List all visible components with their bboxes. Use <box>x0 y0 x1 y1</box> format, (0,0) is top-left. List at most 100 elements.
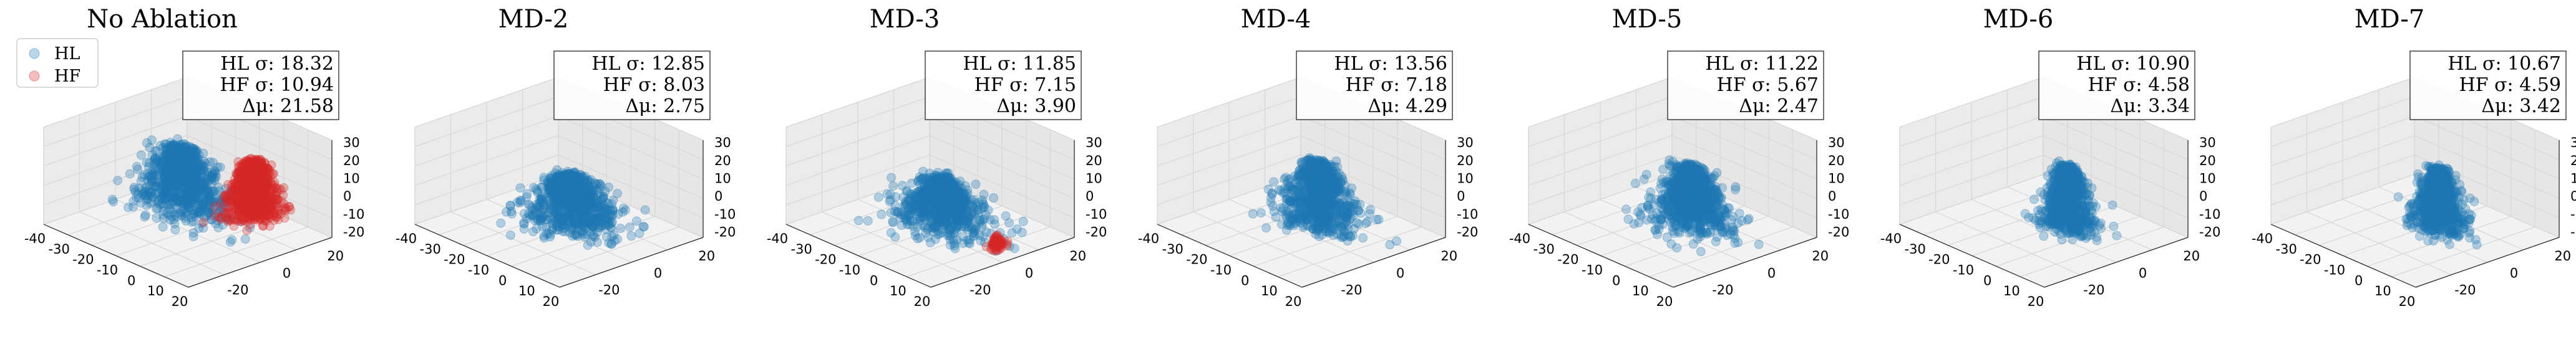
point-hl <box>187 213 196 222</box>
point-hl <box>197 173 207 183</box>
point-hl <box>173 174 183 184</box>
point-hl <box>224 190 234 200</box>
point-hl <box>142 189 152 199</box>
point-hl <box>173 156 183 166</box>
point-hl <box>187 168 197 178</box>
x-tick-label: 10 <box>890 283 906 298</box>
point-hl <box>192 163 202 173</box>
point-hl <box>207 206 216 216</box>
point-hl <box>183 161 193 171</box>
x-tick-label: -40 <box>767 231 788 246</box>
point-hl <box>532 214 542 224</box>
stat-hl-sigma: HL σ: 11.85 <box>963 53 1076 75</box>
point-hl <box>1290 171 1300 181</box>
x-tick-label: 20 <box>172 294 188 309</box>
point-hl <box>175 147 185 157</box>
point-hl <box>1001 211 1011 221</box>
point-hl <box>167 207 177 217</box>
point-hl <box>163 193 173 202</box>
point-hl <box>163 148 173 158</box>
point-hl <box>1326 186 1336 196</box>
point-hl <box>169 176 179 186</box>
point-hl <box>965 199 975 209</box>
point-hl <box>124 202 133 212</box>
chart-panel-3: -40-30-20-1001020-200203020100-10-20MD-3… <box>767 5 1107 309</box>
point-hl <box>147 187 157 197</box>
z-tick-label: -10 <box>343 207 364 222</box>
point-hl <box>198 182 208 192</box>
point-hl <box>167 199 177 209</box>
z-tick-label: -10 <box>1828 207 1849 222</box>
point-hl <box>185 155 195 165</box>
point-hl <box>113 176 123 186</box>
point-hl <box>211 169 221 179</box>
y-tick-label: 0 <box>1767 265 1776 280</box>
point-hl <box>183 203 193 213</box>
series-hl <box>107 134 261 247</box>
point-hl <box>147 166 157 176</box>
point-hl <box>181 153 191 163</box>
point-hl <box>162 145 171 155</box>
point-hl <box>160 179 170 189</box>
point-hl <box>194 223 204 233</box>
point-hl <box>147 135 157 145</box>
point-hl <box>1358 233 1368 243</box>
x-tick-label: 0 <box>127 273 135 288</box>
point-hl <box>170 204 180 213</box>
point-hl <box>179 155 189 165</box>
point-hl <box>916 200 926 210</box>
point-hl <box>527 202 537 212</box>
point-hl <box>168 193 178 202</box>
point-hl <box>937 224 947 234</box>
point-hl <box>1017 227 1027 237</box>
point-hl <box>205 190 215 200</box>
point-hl <box>640 205 650 215</box>
z-tick-label: -20 <box>1086 225 1107 240</box>
x-tick-label: -30 <box>1162 242 1184 257</box>
point-hl <box>152 146 162 156</box>
point-hl <box>184 178 194 188</box>
point-hl <box>129 184 139 194</box>
point-hl <box>179 151 189 161</box>
x-tick-label: -10 <box>468 263 489 278</box>
point-hl <box>210 166 220 176</box>
point-hl <box>177 143 187 153</box>
point-hl <box>1306 186 1316 196</box>
point-hl <box>182 141 192 151</box>
point-hl <box>183 196 193 206</box>
point-hf <box>233 193 243 202</box>
point-hl <box>1298 193 1308 202</box>
y-tick-label: 0 <box>1025 265 1033 280</box>
z-tick-label: 20 <box>343 153 360 168</box>
point-hl <box>163 153 173 163</box>
point-hl <box>191 151 201 161</box>
point-hl <box>167 146 177 156</box>
point-hl <box>1309 201 1319 211</box>
point-hl <box>219 193 229 202</box>
point-hl <box>163 176 173 186</box>
point-hl <box>177 195 187 205</box>
point-hl <box>173 150 183 160</box>
point-hl <box>969 231 979 241</box>
point-hl <box>188 232 198 242</box>
point-hl <box>213 195 223 205</box>
x-tick-label: 20 <box>914 294 931 309</box>
point-hl <box>175 165 185 175</box>
point-hl <box>205 187 215 197</box>
point-hl <box>165 143 175 153</box>
point-hl <box>1385 240 1395 250</box>
point-hl <box>904 195 914 205</box>
point-hl <box>173 152 183 162</box>
point-hl <box>194 196 204 206</box>
point-hl <box>546 186 556 196</box>
point-hl <box>208 186 218 196</box>
point-hl <box>1324 221 1334 231</box>
point-hl <box>221 184 231 194</box>
point-hf <box>238 170 248 180</box>
x-tick-label: -10 <box>1210 263 1232 278</box>
point-hl <box>560 227 570 237</box>
point-hl <box>156 159 166 169</box>
z-tick-label: 20 <box>1086 153 1102 168</box>
point-hl <box>193 184 203 194</box>
point-hl <box>198 223 208 233</box>
